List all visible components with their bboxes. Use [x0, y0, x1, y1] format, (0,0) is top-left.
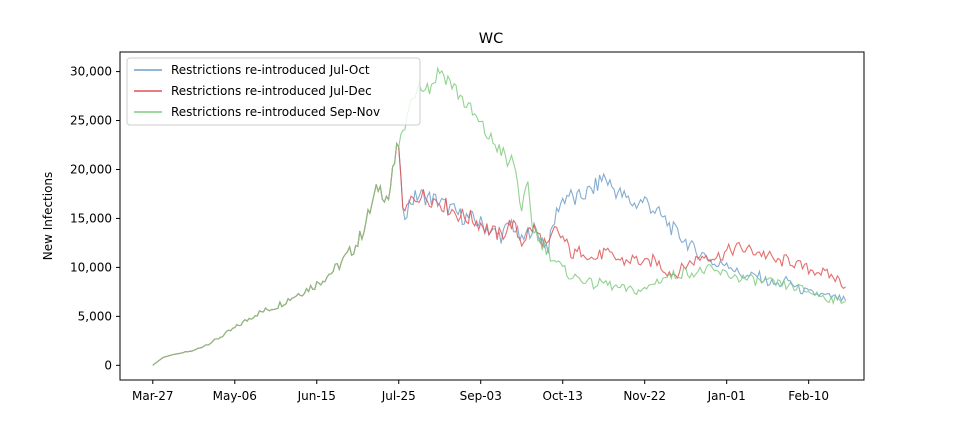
- x-tick-label: Nov-22: [623, 389, 666, 403]
- x-tick-label: Jul-25: [381, 389, 416, 403]
- y-tick-label: 30,000: [70, 65, 112, 79]
- x-tick-label: Oct-13: [543, 389, 583, 403]
- chart-title: WC: [479, 31, 503, 47]
- legend: Restrictions re-introduced Jul-Oct Restri…: [126, 57, 421, 126]
- y-axis: 0 5,000 10,000 15,000 20,000 25,000 30,000: [70, 65, 120, 372]
- y-tick-label: 5,000: [78, 309, 112, 323]
- x-tick-label: May-06: [213, 389, 257, 403]
- legend-items: Restrictions re-introduced Jul-Oct Restri…: [134, 63, 380, 119]
- y-tick-label: 15,000: [70, 211, 112, 225]
- plot-frame: [119, 51, 865, 381]
- legend-label-3: Restrictions re-introduced Sep-Nov: [171, 105, 380, 119]
- x-tick-label: Jun-15: [297, 389, 336, 403]
- legend-label-1: Restrictions re-introduced Jul-Oct: [171, 63, 370, 77]
- y-tick-label: 0: [104, 358, 112, 372]
- x-tick-label: Feb-10: [788, 389, 829, 403]
- x-tick-label: Sep-03: [460, 389, 502, 403]
- x-tick-label: Jan-01: [707, 389, 746, 403]
- series-line-3: [152, 66, 846, 366]
- series-layer: [152, 66, 847, 366]
- legend-box: [126, 57, 421, 126]
- x-tick-label: Mar-27: [132, 389, 173, 403]
- y-tick-label: 25,000: [70, 114, 112, 128]
- legend-label-2: Restrictions re-introduced Jul-Dec: [171, 84, 372, 98]
- y-tick-label: 20,000: [70, 162, 112, 176]
- y-tick-label: 10,000: [70, 260, 112, 274]
- x-axis: Mar-27 May-06 Jun-15 Jul-25 Sep-03 Oct-13 Nov-…: [132, 380, 829, 403]
- y-axis-title: New Infections: [41, 172, 55, 261]
